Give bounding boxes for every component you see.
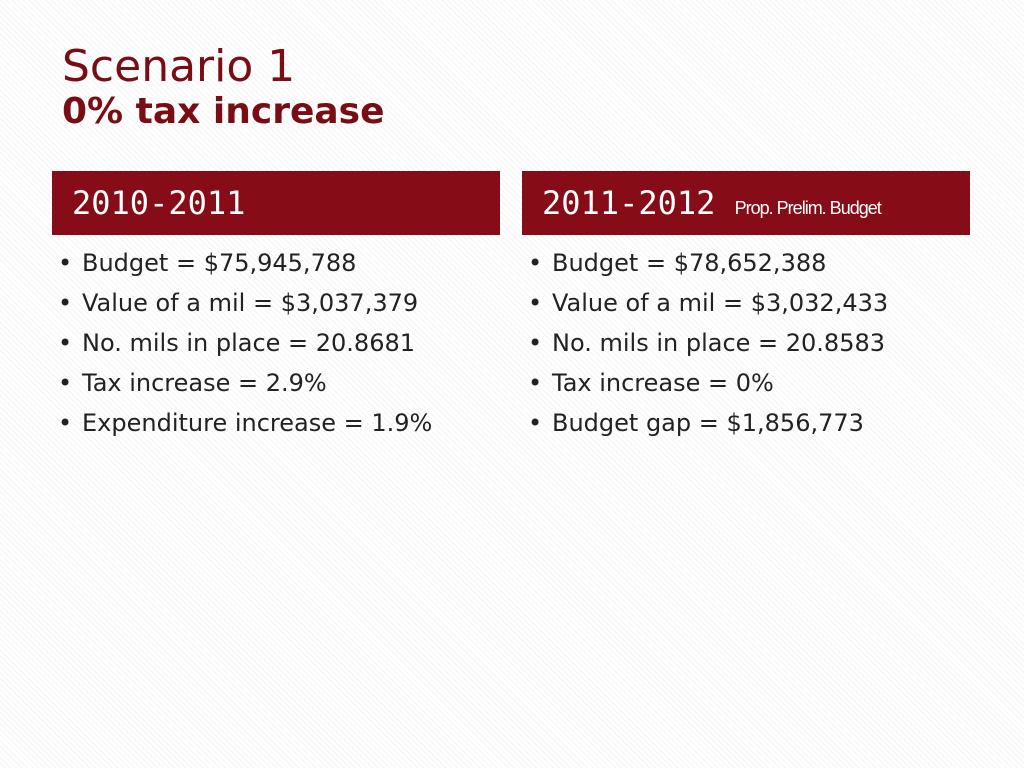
bullet-item: Tax increase = 0% bbox=[528, 363, 970, 403]
column: 2011-2012 Prop. Prelim. Budget Budget = $… bbox=[522, 171, 970, 443]
bullet-list: Budget = $78,652,388Value of a mil = $3,… bbox=[522, 243, 970, 443]
column-heading: 2011-2012 Prop. Prelim. Budget bbox=[522, 171, 970, 235]
bullet-item: Budget = $78,652,388 bbox=[528, 243, 970, 283]
title: Scenario 1 0% tax increase bbox=[62, 42, 385, 132]
bullet-item: Expenditure increase = 1.9% bbox=[58, 403, 500, 443]
title-line: Scenario 1 bbox=[62, 41, 296, 92]
bullet-list: Budget = $75,945,788Value of a mil = $3,… bbox=[52, 243, 500, 443]
bullet-item: No. mils in place = 20.8583 bbox=[528, 323, 970, 363]
heading-note: Prop. Prelim. Budget bbox=[734, 198, 882, 218]
column: 2010-2011 Budget = $75,945,788Value of a … bbox=[52, 171, 500, 443]
bullet-item: Value of a mil = $3,032,433 bbox=[528, 283, 970, 323]
heading-text: 2010-2011 bbox=[72, 184, 246, 222]
bullet-item: Budget = $75,945,788 bbox=[58, 243, 500, 283]
bullet-item: No. mils in place = 20.8681 bbox=[58, 323, 500, 363]
heading-text: 2011-2012 bbox=[542, 184, 716, 222]
bullet-item: Value of a mil = $3,037,379 bbox=[58, 283, 500, 323]
bullet-item: Tax increase = 2.9% bbox=[58, 363, 500, 403]
bullet-item: Budget gap = $1,856,773 bbox=[528, 403, 970, 443]
column-heading: 2010-2011 bbox=[52, 171, 500, 235]
subtitle-line: 0% tax increase bbox=[62, 91, 385, 132]
